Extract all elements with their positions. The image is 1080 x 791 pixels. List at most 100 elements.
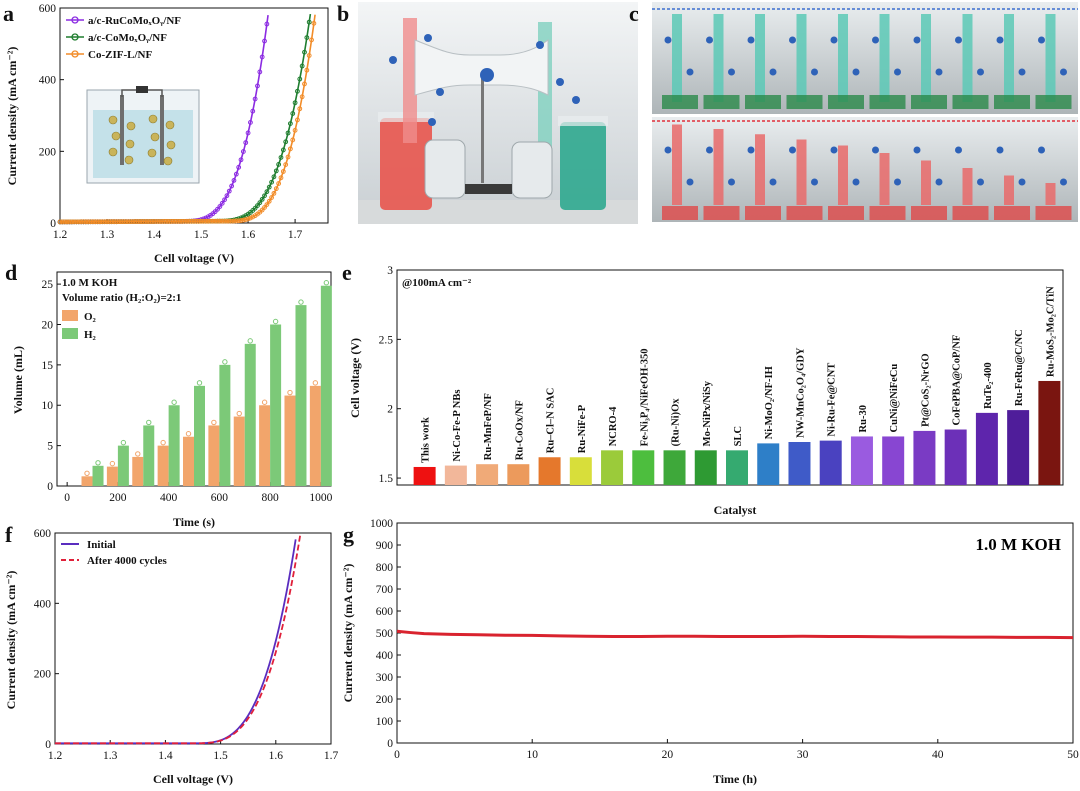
category-label-e: CuNi@NiFeCu <box>889 364 900 433</box>
base-clamp <box>996 36 1004 44</box>
data-point-a-3 <box>81 219 86 225</box>
bar-e <box>476 464 499 485</box>
data-point-a-3 <box>245 216 251 222</box>
data-point-a-3 <box>304 67 310 73</box>
annotation-d-ratio: Volume ratio (H₂:O₂)=2:1 <box>62 292 181 304</box>
data-point-a-1 <box>233 171 239 177</box>
legend-label-after: After 4000 cycles <box>87 555 168 567</box>
y-tick-label-g: 800 <box>376 562 394 574</box>
data-point-a-3 <box>95 219 101 225</box>
bar-marker-d <box>109 460 116 467</box>
data-point-a-3 <box>104 219 110 225</box>
acid-clamp <box>830 146 838 154</box>
legend-swatch-o2 <box>62 310 78 321</box>
base-clamp <box>977 68 984 76</box>
bar-d-h2 <box>92 465 104 486</box>
data-point-a-1 <box>226 188 232 194</box>
category-label-e: RuTe₂-400 <box>983 362 994 409</box>
x-tick-label-f: 1.7 <box>324 750 339 762</box>
base-clamp <box>747 36 755 44</box>
base-clamp <box>706 36 713 44</box>
y-tick-label-a: 400 <box>39 75 57 87</box>
data-point-a-3 <box>118 219 124 225</box>
acid-tray-frame <box>1035 206 1072 220</box>
legend-label-h2: H₂ <box>84 329 97 341</box>
category-label-e: Ni-Ru-Fe@CNT <box>827 363 838 437</box>
x-tick-label-f: 1.3 <box>103 750 118 762</box>
electrolyzer-inset <box>86 86 200 184</box>
data-point-a-3 <box>193 218 199 224</box>
base-tube-frame <box>796 14 807 102</box>
y-axis-title-a: Current density (mA cm⁻²) <box>5 47 19 186</box>
acid-clamp <box>1060 178 1067 186</box>
plot-frame-g <box>396 522 1074 744</box>
bar-e <box>444 465 467 485</box>
curve-g <box>396 629 1074 640</box>
bar-marker-d <box>84 470 90 477</box>
y-tick-label-d: 20 <box>42 319 54 331</box>
data-point-a-3 <box>240 217 246 223</box>
bar-d-h2 <box>194 385 205 486</box>
data-point-a-3 <box>158 219 164 224</box>
bar-e <box>913 430 936 485</box>
acid-clamp <box>955 146 962 154</box>
acid-tray-frame <box>952 206 989 220</box>
y-axis-title-f: Current density (mA cm⁻²) <box>4 571 18 710</box>
data-point-a-3 <box>161 219 166 224</box>
data-point-a-3 <box>184 218 190 224</box>
base-clamp <box>789 36 796 44</box>
data-point-a-1 <box>264 21 270 27</box>
bar-e <box>757 443 780 485</box>
y-tick-label-g: 900 <box>376 540 394 552</box>
x-tick-label-f: 1.4 <box>158 750 173 762</box>
base-clamp <box>769 68 777 76</box>
data-point-a-3 <box>153 219 159 224</box>
data-point-a-3 <box>102 219 108 225</box>
base-tray-frame <box>952 95 989 109</box>
y-tick-label-e: 2 <box>387 404 393 416</box>
bar-marker-d <box>312 380 319 386</box>
base-tray-frame <box>1035 95 1072 109</box>
base-tube-frame <box>921 14 931 102</box>
data-point-a-3 <box>156 219 162 224</box>
data-point-a-3 <box>146 219 152 224</box>
data-point-a-1 <box>243 140 249 146</box>
y-tick-label-g: 300 <box>376 672 394 684</box>
data-point-a-2 <box>304 35 310 40</box>
base-tray-frame <box>994 95 1030 109</box>
panel-f: f 1.2 1.3 1.4 1.5 1.6 1.7 0 200 400 600 Initial A… <box>4 522 338 786</box>
x-tick-label-g: 0 <box>394 749 400 761</box>
base-clamp <box>811 68 818 76</box>
data-point-a-3 <box>210 218 216 224</box>
data-point-a-1 <box>248 120 253 125</box>
data-point-a-3 <box>97 219 103 225</box>
bar-marker-d <box>222 359 228 365</box>
bar-e <box>569 457 592 485</box>
acid-clamp <box>789 146 796 154</box>
data-point-a-3 <box>236 218 242 224</box>
data-point-a-3 <box>182 218 187 224</box>
data-point-a-3 <box>168 219 173 224</box>
data-point-a-3 <box>62 219 68 225</box>
y-tick-label-d: 15 <box>42 360 54 372</box>
category-label-e: Ni-MoO₂/NF-IH <box>764 366 775 439</box>
y-tick-label-e: 1.5 <box>379 473 394 485</box>
x-tick-label-f: 1.5 <box>213 750 228 762</box>
bar-d-h2 <box>244 343 256 486</box>
base-tray-frame <box>745 95 781 109</box>
category-label-e: Ru–Cl–N SAC <box>546 388 557 454</box>
x-tick-label-a: 1.3 <box>100 229 115 241</box>
acid-clamp <box>1018 178 1026 186</box>
x-tick-label-g: 30 <box>797 749 809 761</box>
data-point-a-3 <box>285 154 291 160</box>
annotation-e-current: @100mA cm⁻² <box>402 277 472 289</box>
base-clamp <box>872 36 879 44</box>
x-tick-label-g: 10 <box>526 749 538 761</box>
category-label-e: NCRO-4 <box>608 406 619 446</box>
data-point-a-2 <box>295 88 300 94</box>
x-axis-title-a: Cell voltage (V) <box>154 251 234 265</box>
data-point-a-3 <box>57 219 63 225</box>
data-point-a-3 <box>309 37 314 43</box>
category-label-e: SLC <box>733 426 744 446</box>
